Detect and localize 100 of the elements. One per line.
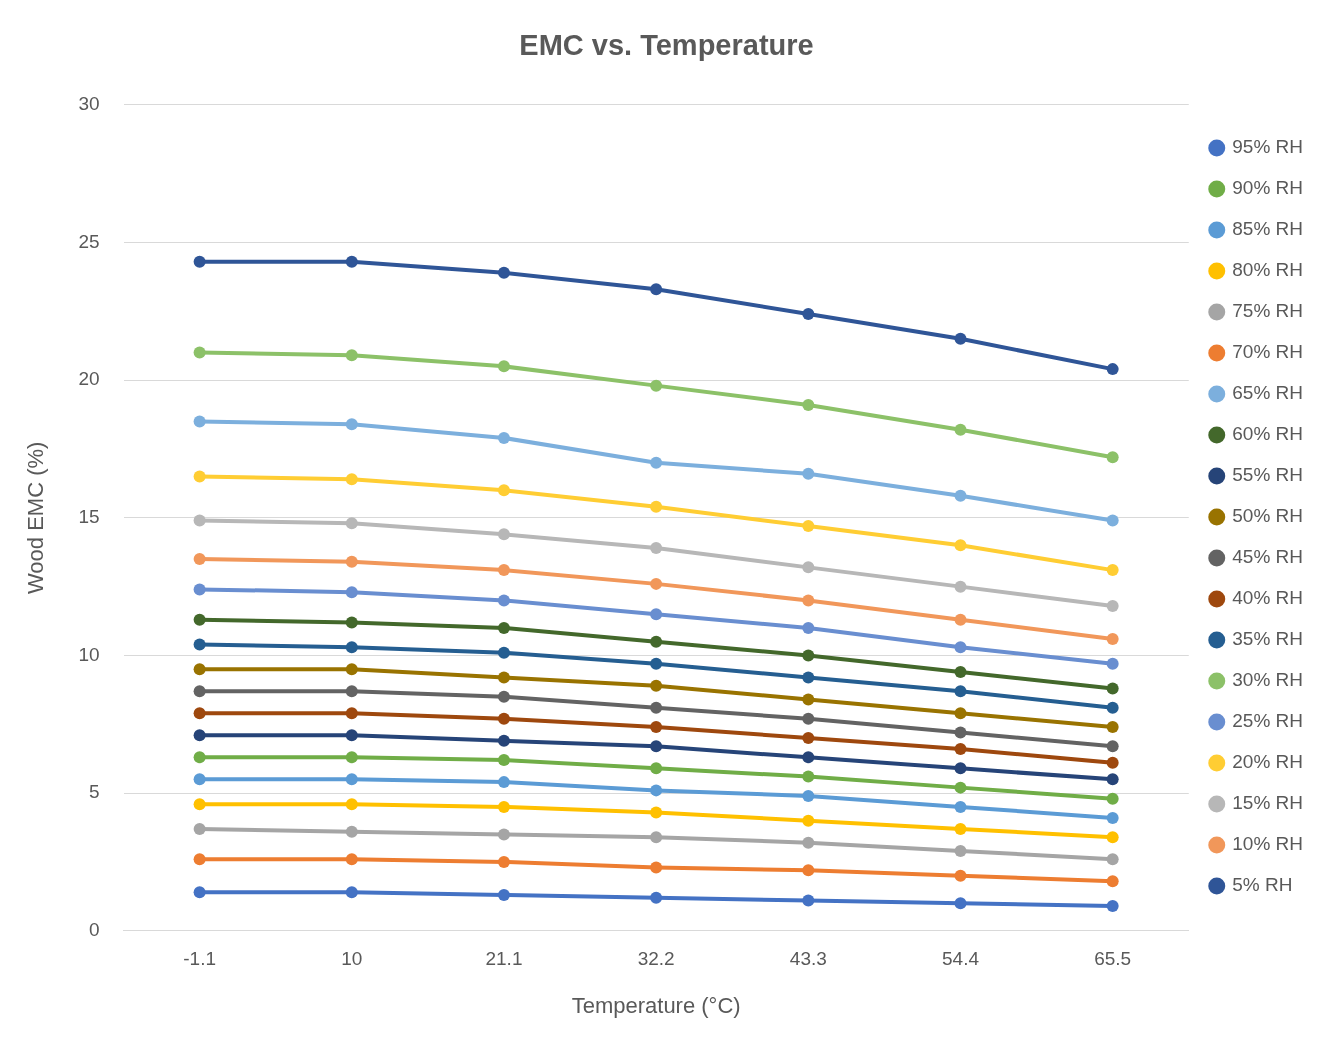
legend-label: 65% RH [1232, 382, 1303, 404]
point [650, 806, 663, 819]
point [954, 822, 967, 835]
point [345, 886, 358, 899]
point [954, 707, 967, 720]
point [650, 831, 663, 844]
point [954, 781, 967, 794]
point [193, 707, 206, 720]
point [497, 754, 510, 767]
point [497, 776, 510, 789]
point [345, 663, 358, 676]
point [1106, 900, 1119, 913]
legend-label: 95% RH [1232, 136, 1303, 158]
point [193, 663, 206, 676]
point [802, 836, 815, 849]
legend-label: 5% RH [1232, 874, 1293, 896]
point [954, 613, 967, 626]
point [193, 773, 206, 786]
point [497, 594, 510, 607]
legend-label: 90% RH [1232, 177, 1303, 199]
x-tick-label: 21.1 [485, 948, 523, 970]
point [345, 473, 358, 486]
legend-label: 20% RH [1232, 751, 1303, 773]
point [345, 517, 358, 530]
point [1106, 657, 1119, 670]
point [650, 891, 663, 904]
point [345, 825, 358, 838]
point [1106, 701, 1119, 714]
point [1106, 792, 1119, 805]
point [497, 528, 510, 541]
point [1106, 682, 1119, 695]
point [954, 580, 967, 593]
point [345, 349, 358, 362]
point [193, 583, 206, 596]
point [497, 800, 510, 813]
point [497, 712, 510, 725]
point [345, 586, 358, 599]
y-tick-label: 30 [78, 93, 100, 115]
point [802, 864, 815, 877]
point [802, 467, 815, 480]
point [497, 671, 510, 684]
point [650, 679, 663, 692]
point [954, 641, 967, 654]
point [497, 690, 510, 703]
point [497, 484, 510, 497]
point [802, 712, 815, 725]
point [802, 520, 815, 533]
point [497, 431, 510, 444]
point [650, 577, 663, 590]
y-tick-label: 15 [78, 506, 100, 528]
point [497, 564, 510, 577]
point [497, 621, 510, 634]
point [497, 855, 510, 868]
y-tick-label: 10 [78, 643, 100, 665]
chart-title: EMC vs. Temperature [519, 29, 814, 62]
point [650, 721, 663, 734]
point [1106, 564, 1119, 577]
point [1106, 721, 1119, 734]
point [193, 415, 206, 428]
point [497, 266, 510, 279]
point [1106, 451, 1119, 464]
point [345, 729, 358, 742]
point [954, 800, 967, 813]
y-tick-label: 20 [78, 368, 100, 390]
point [650, 701, 663, 714]
point [954, 665, 967, 678]
point [193, 822, 206, 835]
point [193, 798, 206, 811]
point [650, 657, 663, 670]
point [1106, 831, 1119, 844]
point [954, 743, 967, 756]
point [345, 555, 358, 568]
point [802, 649, 815, 662]
legend-label: 80% RH [1232, 259, 1303, 281]
point [1106, 811, 1119, 824]
legend-label: 30% RH [1232, 669, 1303, 691]
legend-label: 85% RH [1232, 218, 1303, 240]
point [193, 638, 206, 651]
point [345, 773, 358, 786]
point [497, 360, 510, 373]
y-axis-title: Wood EMC (%) [23, 441, 49, 594]
point [954, 539, 967, 552]
point [193, 751, 206, 764]
point [802, 732, 815, 745]
point [345, 685, 358, 698]
point [650, 283, 663, 296]
point [1106, 875, 1119, 888]
point [954, 869, 967, 882]
point [650, 784, 663, 797]
point [954, 685, 967, 698]
legend-label: 10% RH [1232, 833, 1303, 855]
x-axis-title: Temperature (°C) [571, 992, 741, 1018]
point [954, 844, 967, 857]
legend-label: 70% RH [1232, 341, 1303, 363]
point [193, 729, 206, 742]
point [802, 751, 815, 764]
legend-label: 55% RH [1232, 464, 1303, 486]
y-tick-label: 0 [88, 919, 100, 941]
point [1106, 853, 1119, 866]
x-tick-label: 10 [341, 948, 363, 970]
